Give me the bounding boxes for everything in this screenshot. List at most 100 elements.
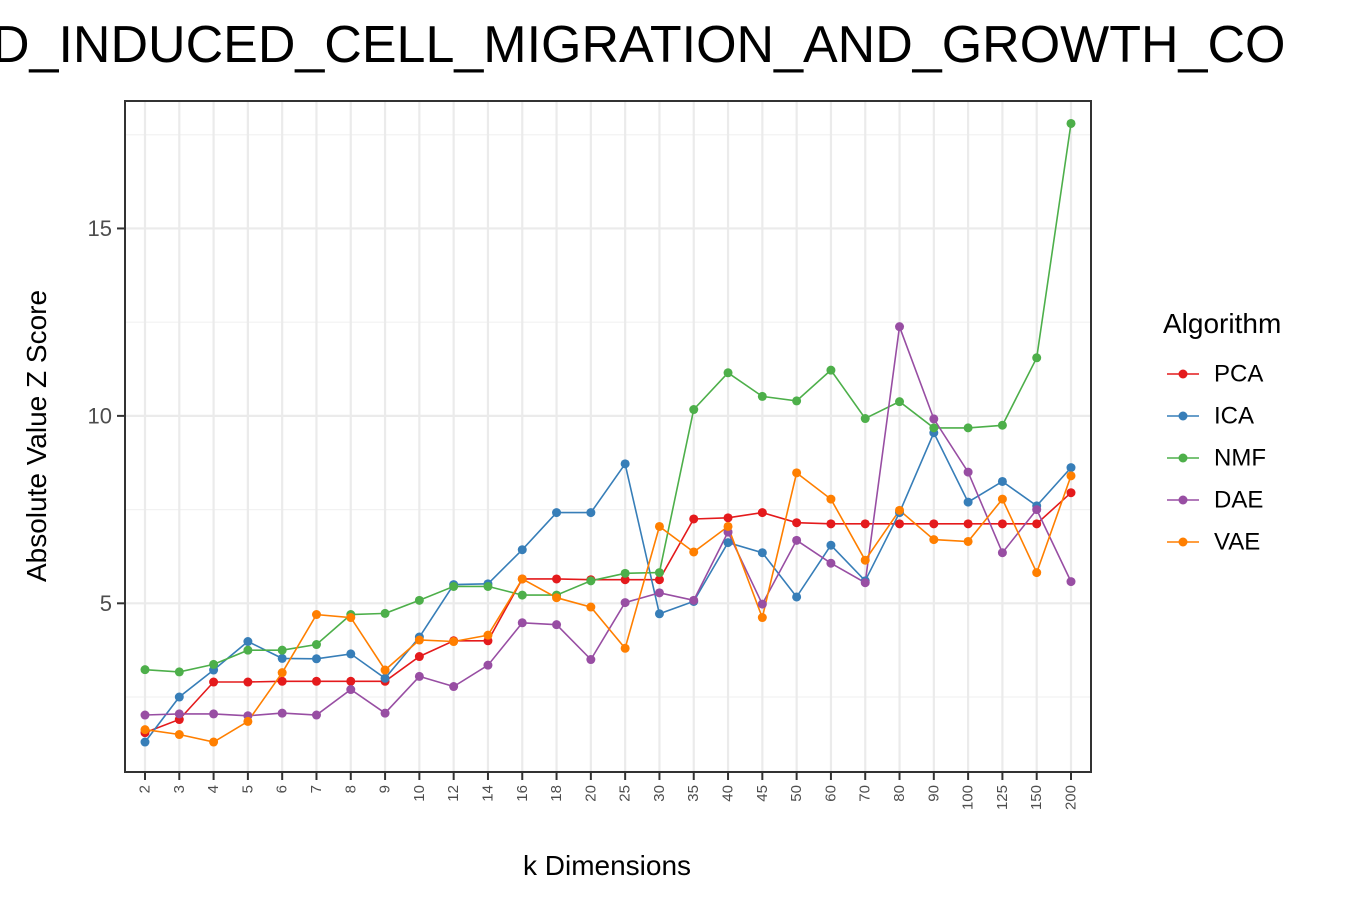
plot-background (125, 101, 1091, 772)
data-point-nmf (311, 640, 321, 650)
x-tick-label: 150 (1028, 785, 1045, 810)
data-point-nmf (380, 608, 390, 618)
data-point-vae (174, 730, 184, 740)
data-point-nmf (826, 365, 836, 375)
data-point-nmf (243, 645, 253, 655)
data-point-vae (757, 613, 767, 623)
data-point-pca (792, 518, 802, 528)
data-point-pca (723, 513, 733, 523)
data-point-dae (346, 685, 356, 695)
x-axis-ticks: 2 3 4 5 6 7 8 9 10 12 14 16 18 20 25 30 35 40 45 50 60 70 80 90… (137, 772, 1080, 810)
data-point-nmf (483, 581, 493, 591)
data-point-dae (277, 708, 287, 718)
data-point-vae (620, 643, 630, 653)
data-point-ica (1066, 463, 1076, 473)
data-point-vae (689, 547, 699, 557)
data-point-ica (586, 508, 596, 518)
data-point-nmf (792, 396, 802, 406)
data-point-pca (689, 514, 699, 524)
data-point-nmf (757, 391, 767, 401)
data-point-ica (723, 538, 733, 548)
data-point-vae (997, 494, 1007, 504)
x-tick-label: 35 (685, 785, 702, 802)
data-point-dae (689, 595, 699, 605)
data-point-dae (792, 535, 802, 545)
data-point-nmf (654, 568, 664, 578)
data-point-dae (140, 710, 150, 720)
data-point-nmf (689, 405, 699, 415)
data-point-ica (311, 654, 321, 664)
data-point-pca (654, 575, 664, 585)
x-tick-label: 10 (411, 785, 428, 802)
data-point-dae (963, 467, 973, 477)
data-point-vae (1032, 568, 1042, 578)
plot-area (125, 101, 1091, 772)
data-point-dae (860, 578, 870, 588)
data-point-ica (174, 692, 184, 702)
data-point-pca (311, 676, 321, 686)
data-point-pca (757, 508, 767, 518)
data-point-dae (929, 414, 939, 424)
data-point-dae (586, 655, 596, 665)
legend-item-vae: VAE (1167, 529, 1260, 556)
legend-label: ICA (1214, 403, 1254, 430)
series-lines (144, 123, 1072, 743)
data-point-ica (997, 476, 1007, 486)
data-point-dae (620, 598, 630, 608)
data-point-vae (552, 593, 562, 603)
x-tick-label: 30 (651, 785, 668, 802)
data-point-vae (311, 610, 321, 620)
data-point-pca (1032, 519, 1042, 529)
plot-border (124, 100, 1092, 773)
x-tick-label: 7 (308, 785, 325, 793)
data-point-nmf (209, 659, 219, 669)
data-point-nmf (140, 665, 150, 675)
x-tick-label: 3 (171, 785, 188, 793)
series-line-pca (144, 492, 1072, 734)
data-point-dae (552, 620, 562, 630)
legend-title: Algorithm (1163, 308, 1281, 339)
data-point-ica (380, 673, 390, 683)
data-point-ica (654, 609, 664, 619)
series-line-dae (144, 326, 1072, 717)
legend-item-nmf: NMF (1167, 445, 1266, 472)
series-points (140, 118, 1076, 747)
y-tick-label: 10 (88, 403, 112, 428)
data-point-pca (826, 519, 836, 529)
x-tick-label: 90 (925, 785, 942, 802)
data-point-dae (826, 558, 836, 568)
data-point-dae (311, 710, 321, 720)
chart-title: D_INDUCED_CELL_MIGRATION_AND_GROWTH_CO (0, 16, 1285, 74)
data-point-nmf (449, 581, 459, 591)
x-tick-label: 25 (617, 785, 634, 802)
legend-key-point (1178, 453, 1188, 463)
data-point-ica (963, 497, 973, 507)
x-tick-label: 8 (342, 785, 359, 793)
legend-label: VAE (1214, 529, 1260, 556)
legend: Algorithm PCA ICA NMF DAE VAE (1163, 308, 1281, 556)
x-tick-label: 100 (960, 785, 977, 810)
series-line-nmf (144, 123, 1072, 673)
x-tick-label: 14 (479, 785, 496, 802)
data-point-vae (586, 602, 596, 612)
y-axis-ticks: 5 10 15 (88, 216, 125, 616)
data-point-ica (826, 540, 836, 550)
data-point-vae (723, 521, 733, 531)
data-point-pca (1066, 488, 1076, 498)
data-point-dae (757, 599, 767, 609)
data-point-pca (963, 519, 973, 529)
plot-frame (124, 100, 1092, 773)
data-point-pca (414, 652, 424, 662)
data-point-vae (517, 574, 527, 584)
x-tick-label: 50 (788, 785, 805, 802)
data-point-dae (449, 682, 459, 692)
data-point-ica (552, 508, 562, 518)
x-axis-title: k Dimensions (523, 850, 691, 881)
data-point-dae (654, 588, 664, 598)
data-point-dae (209, 709, 219, 719)
data-point-nmf (860, 414, 870, 424)
x-tick-label: 45 (754, 785, 771, 802)
x-tick-label: 12 (445, 785, 462, 802)
data-point-dae (1066, 577, 1076, 587)
data-point-dae (997, 548, 1007, 558)
